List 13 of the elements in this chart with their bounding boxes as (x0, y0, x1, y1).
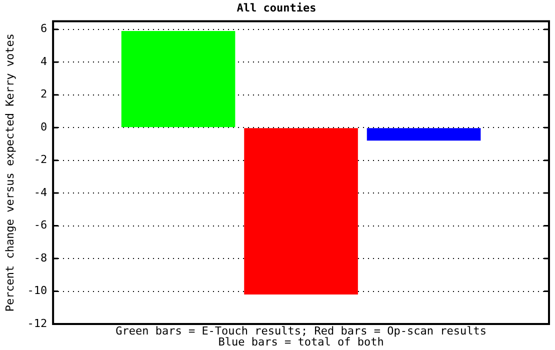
y-tick-label: -6 (34, 218, 48, 232)
y-tick-label: 4 (40, 54, 48, 68)
chart-title: All counties (236, 1, 316, 14)
y-tick-label: -2 (34, 153, 48, 166)
x-axis-title: Green bars = E-Touch results; Red bars = Op-scan results Blue bars = total of both (116, 324, 486, 348)
y-tick-label: -12 (27, 316, 48, 330)
y-tick-label: -4 (34, 186, 48, 199)
y-axis-title: Percent change versus expected Kerry votes (3, 34, 16, 312)
y-tick-label: 2 (40, 88, 48, 101)
y-tick-label: -8 (34, 251, 48, 264)
y-tick-label: 6 (40, 22, 48, 36)
y-tick-label: -10 (27, 284, 48, 298)
y-tick-label: 0 (40, 120, 48, 134)
